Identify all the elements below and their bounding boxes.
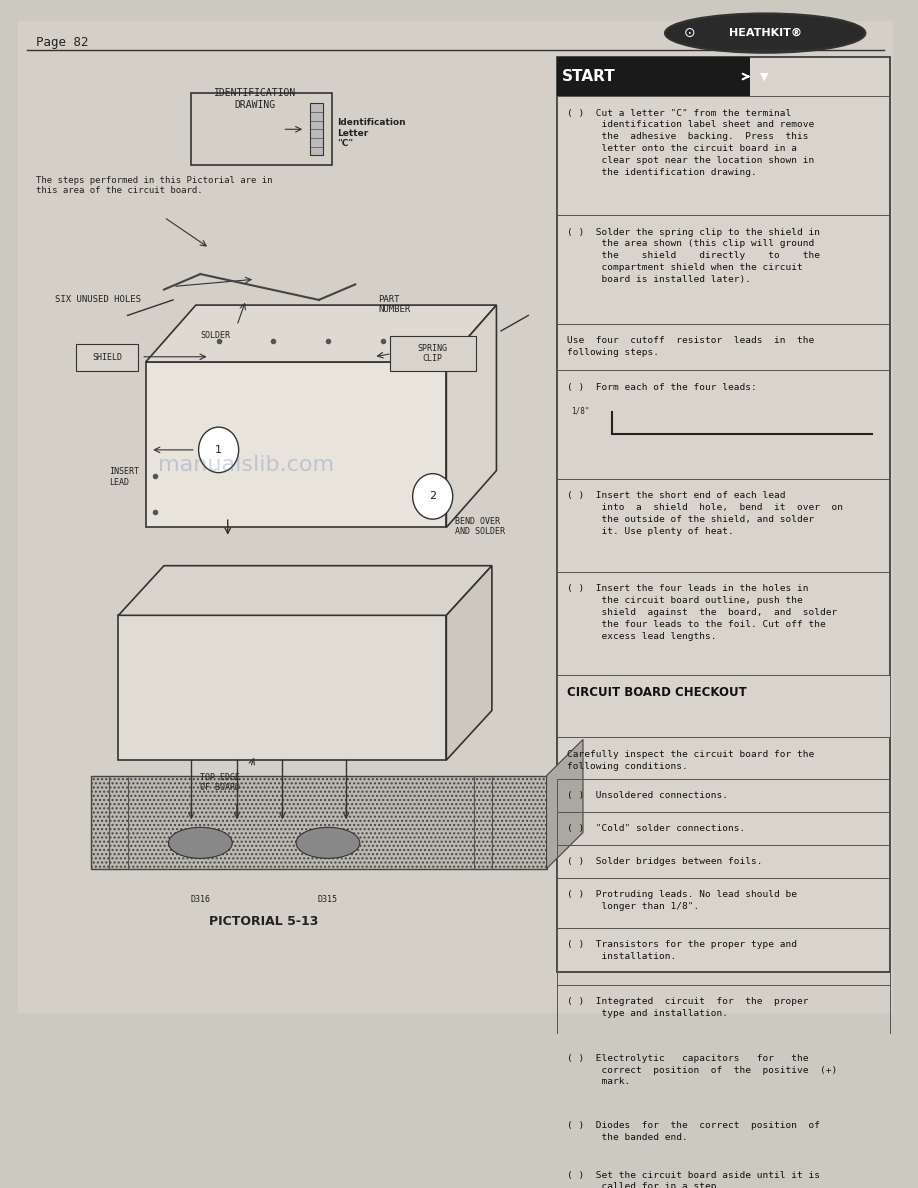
Bar — [557, 1181, 707, 1188]
Text: Page 82: Page 82 — [37, 36, 89, 49]
Text: Use  four  cutoff  resistor  leads  in  the
following steps.: Use four cutoff resistor leads in the fo… — [566, 336, 814, 356]
Text: HEATHKIT®: HEATHKIT® — [729, 29, 801, 38]
Ellipse shape — [665, 13, 866, 52]
Text: ( )  Integrated  circuit  for  the  proper
      type and installation.: ( ) Integrated circuit for the proper ty… — [566, 997, 808, 1018]
Bar — [557, 1158, 890, 1188]
Text: ( )  Cut a letter "C" from the terminal
      identification label sheet and rem: ( ) Cut a letter "C" from the terminal i… — [566, 108, 814, 177]
Ellipse shape — [169, 827, 232, 859]
Text: ( )  Unsoldered connections.: ( ) Unsoldered connections. — [566, 791, 728, 801]
Polygon shape — [446, 305, 497, 527]
Text: 1/8": 1/8" — [571, 406, 589, 416]
Bar — [557, 675, 890, 738]
Bar — [557, 57, 890, 972]
Bar — [309, 103, 323, 156]
Bar — [557, 371, 890, 479]
Polygon shape — [118, 565, 492, 615]
Text: SIX UNUSED HOLES: SIX UNUSED HOLES — [55, 295, 140, 304]
Bar — [557, 811, 890, 845]
Circle shape — [413, 474, 453, 519]
Bar — [557, 323, 890, 371]
Text: IDENTIFICATION
DRAWING: IDENTIFICATION DRAWING — [214, 88, 297, 109]
FancyBboxPatch shape — [75, 345, 139, 372]
Text: TOP EDGE
OF BOARD: TOP EDGE OF BOARD — [200, 772, 241, 792]
Text: SPRING
CLIP: SPRING CLIP — [418, 345, 448, 364]
Text: SHIELD: SHIELD — [93, 353, 122, 362]
Bar — [557, 1042, 890, 1108]
Text: ( )  Set the circuit board aside until it is
      called for in a step.: ( ) Set the circuit board aside until it… — [566, 1170, 820, 1188]
Text: D316: D316 — [190, 895, 210, 904]
Text: ( )  Diodes  for  the  correct  position  of
      the banded end.: ( ) Diodes for the correct position of t… — [566, 1121, 820, 1142]
Text: BEND OVER
AND SOLDER: BEND OVER AND SOLDER — [455, 517, 506, 537]
Bar — [557, 878, 890, 928]
Text: ( )  Form each of the four leads:: ( ) Form each of the four leads: — [566, 383, 756, 392]
Bar — [557, 57, 750, 96]
Text: Identification
Letter
"C": Identification Letter "C" — [337, 119, 406, 148]
Text: manualslib.com: manualslib.com — [158, 455, 334, 475]
Bar — [557, 215, 890, 323]
Text: Carefully inspect the circuit board for the
following conditions.: Carefully inspect the circuit board for … — [566, 750, 814, 771]
Text: ( )  Transistors for the proper type and
      installation.: ( ) Transistors for the proper type and … — [566, 940, 797, 961]
Bar — [557, 1108, 890, 1158]
Bar — [191, 93, 332, 165]
Text: ( )  Solder the spring clip to the shield in
      the area shown (this clip wil: ( ) Solder the spring clip to the shield… — [566, 228, 820, 284]
Bar — [91, 776, 546, 868]
Text: CIRCUIT BOARD CHECKOUT: CIRCUIT BOARD CHECKOUT — [566, 685, 746, 699]
Ellipse shape — [296, 827, 360, 859]
Text: INSERT
LEAD: INSERT LEAD — [109, 467, 140, 487]
Bar — [557, 571, 890, 675]
Bar — [557, 779, 890, 811]
Polygon shape — [146, 305, 497, 362]
Bar — [557, 845, 890, 878]
Text: ( )  Solder bridges between foils.: ( ) Solder bridges between foils. — [566, 858, 762, 866]
Text: ( )  Insert the short end of each lead
      into  a  shield  hole,  bend  it  o: ( ) Insert the short end of each lead in… — [566, 491, 843, 536]
Text: ( )  Electrolytic   capacitors   for   the
      correct  position  of  the  pos: ( ) Electrolytic capacitors for the corr… — [566, 1054, 837, 1087]
Text: 2: 2 — [429, 492, 436, 501]
Text: ⊙: ⊙ — [684, 26, 696, 40]
Text: ( )  Protruding leads. No lead should be
      longer than 1/8".: ( ) Protruding leads. No lead should be … — [566, 891, 797, 911]
Bar — [557, 96, 890, 215]
Bar — [557, 985, 890, 1042]
Text: ( )  Insert the four leads in the holes in
      the circuit board outline, push: ( ) Insert the four leads in the holes i… — [566, 584, 837, 640]
Text: 1: 1 — [215, 444, 222, 455]
Text: ( )  "Cold" solder connections.: ( ) "Cold" solder connections. — [566, 824, 744, 833]
Polygon shape — [446, 565, 492, 760]
Circle shape — [198, 428, 239, 473]
Polygon shape — [546, 739, 583, 868]
Text: SOLDER: SOLDER — [200, 331, 230, 340]
Text: The steps performed in this Pictorial are in
this area of the circuit board.: The steps performed in this Pictorial ar… — [37, 176, 273, 195]
Bar — [118, 615, 446, 760]
Text: PICTORIAL 5-13: PICTORIAL 5-13 — [209, 915, 319, 928]
Bar — [557, 928, 890, 985]
FancyBboxPatch shape — [390, 336, 476, 372]
Text: PART
NUMBER: PART NUMBER — [378, 295, 410, 314]
Text: ▼: ▼ — [760, 71, 768, 82]
Text: START: START — [562, 69, 616, 84]
Text: D315: D315 — [318, 895, 338, 904]
Bar — [146, 362, 446, 527]
Bar — [557, 479, 890, 571]
